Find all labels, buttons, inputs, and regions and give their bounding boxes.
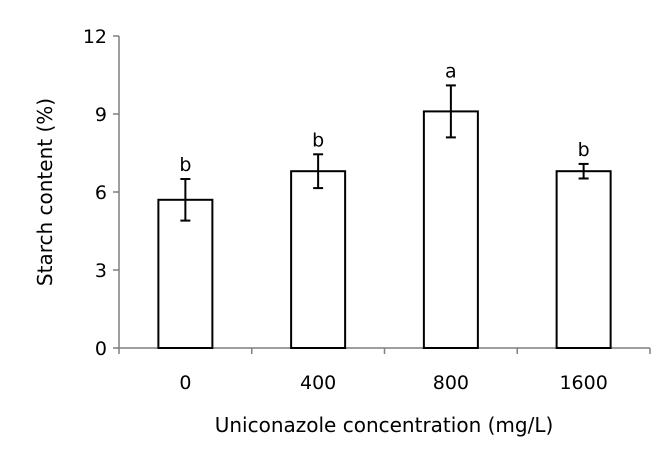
x-tick-label: 400 <box>300 372 336 394</box>
bar <box>290 170 347 349</box>
significance-letter: b <box>312 129 324 151</box>
y-axis-label: Starch content (%) <box>33 98 57 286</box>
y-tick-label: 0 <box>95 338 107 360</box>
plot-area: 0 3 6 9 12 b 0 b 400 a 800 b 1600 <box>83 26 651 394</box>
significance-letter: b <box>578 139 590 161</box>
bar <box>422 110 479 350</box>
y-tick-label: 6 <box>95 182 107 204</box>
x-tick-label: 800 <box>433 372 469 394</box>
bar <box>555 170 612 349</box>
bar <box>157 198 214 349</box>
significance-letter: b <box>179 154 191 176</box>
y-tick-label: 12 <box>83 26 107 48</box>
x-tick-label: 1600 <box>559 372 607 394</box>
x-axis-label: Uniconazole concentration (mg/L) <box>215 413 554 437</box>
x-tick-label: 0 <box>179 372 191 394</box>
y-tick-label: 3 <box>95 260 107 282</box>
y-tick-label: 9 <box>95 104 107 126</box>
significance-letter: a <box>445 60 457 82</box>
